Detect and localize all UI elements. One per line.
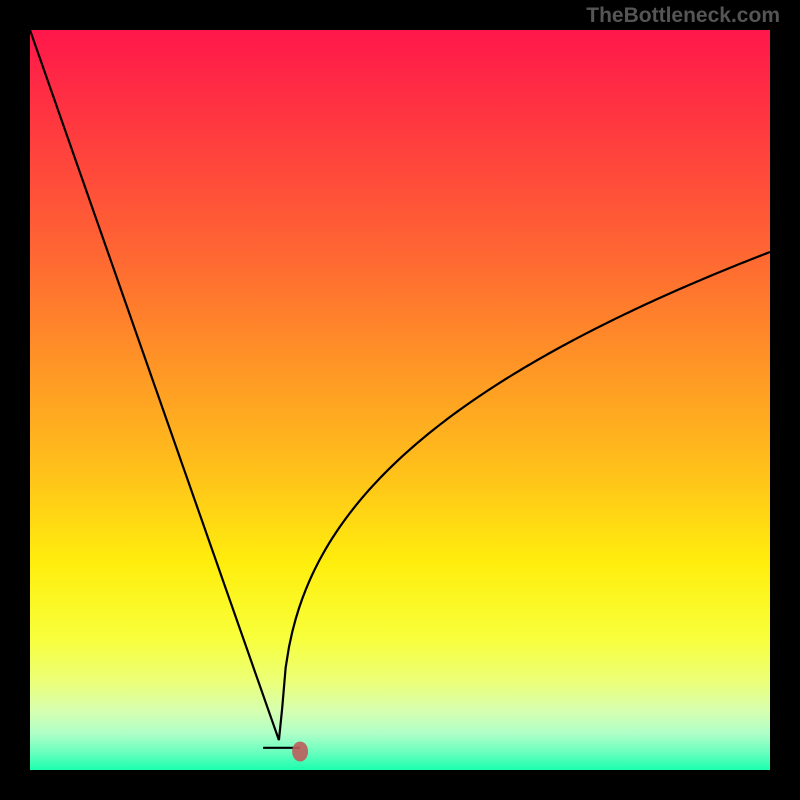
optimum-marker (292, 742, 308, 762)
bottleneck-chart (30, 30, 770, 770)
gradient-background (30, 30, 770, 770)
watermark-text: TheBottleneck.com (586, 4, 780, 28)
